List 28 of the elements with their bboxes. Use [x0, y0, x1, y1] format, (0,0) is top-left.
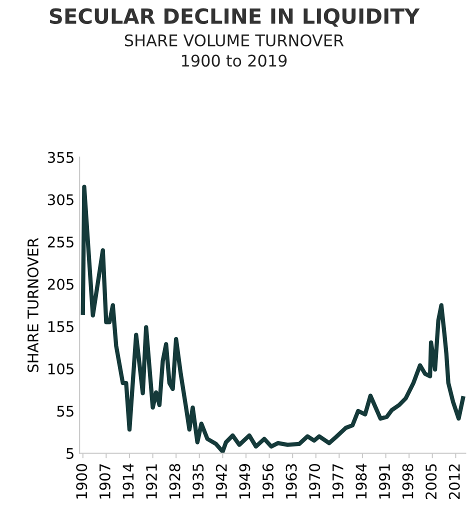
- y-tick-label: 55: [57, 406, 74, 417]
- y-tick-label: 355: [48, 152, 74, 163]
- y-tick-label: 105: [48, 363, 74, 374]
- x-tick-label: 1977: [332, 464, 344, 498]
- x-tick-label: 1900: [76, 464, 88, 498]
- x-tick-label: 1998: [402, 464, 414, 498]
- y-tick-label: 155: [48, 321, 74, 332]
- x-tick-label: 1991: [378, 464, 390, 498]
- x-tick-label: 1928: [169, 464, 180, 498]
- x-tick-label: 1914: [122, 464, 134, 498]
- y-tick-label: 5: [66, 448, 74, 460]
- x-tick-label: 1907: [99, 464, 110, 498]
- chart-title: SECULAR DECLINE IN LIQUIDITY: [50, 8, 420, 27]
- x-tick-label: 1921: [146, 464, 158, 498]
- chart-subtitle: SHARE VOLUME TURNOVER 1900 to 2019: [124, 34, 344, 67]
- y-tick-label: 205: [48, 278, 74, 290]
- x-tick-label: 1963: [286, 464, 297, 498]
- x-tick-label: 1970: [309, 464, 320, 498]
- x-tick-label: 1984: [356, 464, 367, 498]
- y-tick-label: 255: [48, 236, 74, 248]
- x-tick-label: 1935: [192, 464, 204, 498]
- x-tick-label: 2012: [448, 464, 460, 500]
- x-tick-label: 1949: [239, 464, 250, 498]
- y-axis-title: SHARE TURNOVER: [27, 238, 38, 372]
- x-tick-label: 1942: [216, 464, 227, 498]
- x-tick-label: 2005: [426, 464, 437, 500]
- x-tick-label: 1956: [262, 464, 274, 498]
- y-tick-label: 305: [48, 194, 74, 206]
